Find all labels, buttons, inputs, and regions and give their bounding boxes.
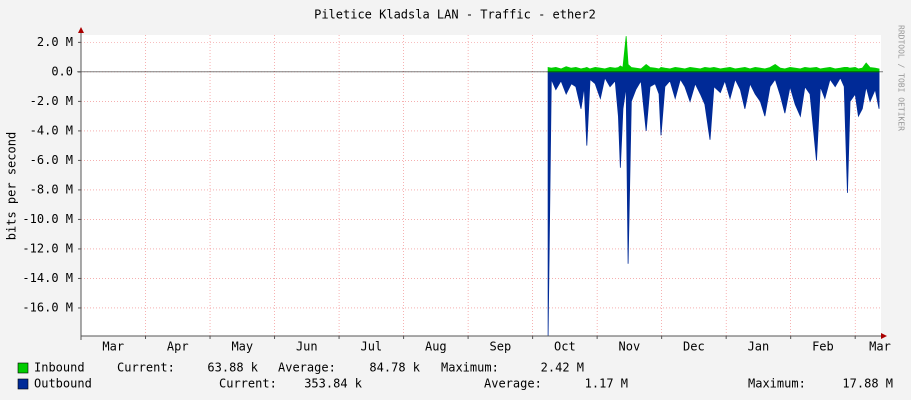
x-tick-label: Nov (619, 340, 641, 354)
x-tick-label: Sep (490, 340, 512, 354)
y-tick-label: -12.0 M (22, 241, 73, 255)
legend-stat-value: 2.42 M (541, 361, 584, 375)
legend-stat-label: Maximum: (748, 377, 806, 391)
legend-stat-label: Maximum: (441, 361, 499, 375)
x-tick-label: May (231, 340, 253, 354)
legend-stat-value: 17.88 M (842, 377, 893, 391)
x-tick-label: Jul (360, 340, 382, 354)
x-axis-arrow (881, 333, 887, 339)
x-tick-label: Dec (683, 340, 705, 354)
legend-stat-label: Average: (278, 361, 336, 375)
x-tick-label: Feb (812, 340, 834, 354)
area (547, 36, 880, 73)
y-tick-label: 2.0 M (37, 35, 73, 49)
x-tick-label: Jun (296, 340, 318, 354)
legend-stat-label: Current: (117, 361, 175, 375)
x-tick-label: Oct (554, 340, 576, 354)
legend-label: Inbound (34, 361, 85, 375)
y-tick-label: -8.0 M (30, 182, 73, 196)
legend-swatch (17, 362, 29, 374)
y-tick-label: -6.0 M (30, 153, 73, 167)
x-tick-label: Jan (748, 340, 770, 354)
legend-stat-label: Current: (219, 377, 277, 391)
y-tick-label: -10.0 M (22, 212, 73, 226)
legend-stat-value: 84.78 k (369, 361, 420, 375)
y-tick-label: -14.0 M (22, 271, 73, 285)
y-axis-label: bits per second (5, 132, 19, 240)
x-tick-label: Mar (869, 340, 891, 354)
legend-stat-value: 353.84 k (304, 377, 363, 391)
y-axis-arrow (78, 27, 84, 33)
x-tick-label: Mar (102, 340, 124, 354)
x-tick-label: Aug (425, 340, 447, 354)
watermark: RRDTOOL / TOBI OETIKER (897, 25, 906, 131)
legend-stat-value: 63.88 k (207, 361, 258, 375)
area (547, 71, 880, 336)
y-tick-label: -4.0 M (30, 123, 73, 137)
chart-title: Piletice Kladsla LAN - Traffic - ether2 (314, 8, 596, 22)
x-tick-label: Apr (167, 340, 189, 354)
y-tick-label: -16.0 M (22, 300, 73, 314)
legend-stat-label: Average: (484, 377, 542, 391)
y-tick-label: -2.0 M (30, 94, 73, 108)
legend-label: Outbound (34, 377, 92, 391)
legend-swatch (17, 378, 29, 390)
legend-stat-value: 1.17 M (585, 377, 628, 391)
y-tick-label: 0.0 (51, 64, 73, 78)
